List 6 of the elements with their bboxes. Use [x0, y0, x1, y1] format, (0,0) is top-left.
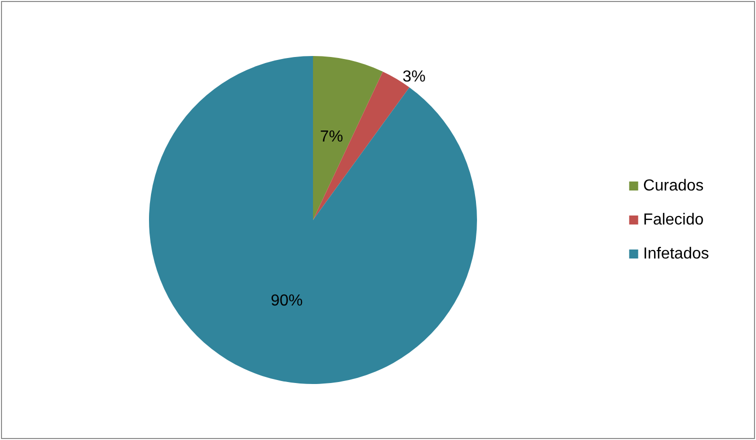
- legend-label: Curados: [643, 178, 704, 194]
- data-label: 3%: [402, 68, 426, 86]
- legend-label: Infetados: [643, 246, 709, 262]
- data-label: 7%: [320, 128, 344, 146]
- legend-label: Falecido: [643, 212, 704, 228]
- data-label: 90%: [270, 292, 303, 310]
